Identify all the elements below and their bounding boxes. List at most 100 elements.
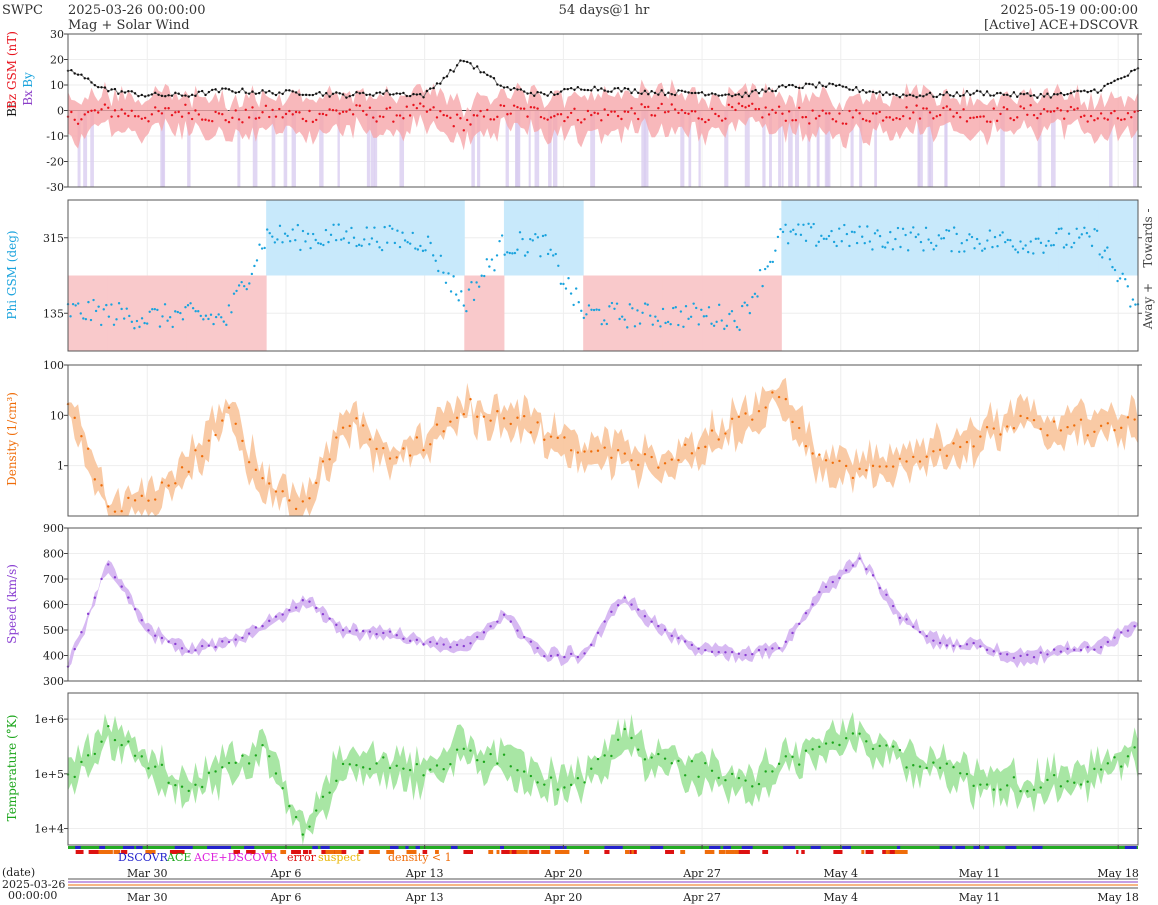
phi-point: [820, 234, 823, 238]
density-point: [214, 433, 217, 437]
phi-point: [751, 295, 754, 299]
phi-point: [220, 316, 223, 319]
speed-point: [737, 652, 741, 655]
speed-point: [670, 634, 673, 638]
quality-flag: [386, 850, 395, 854]
density-point: [851, 476, 855, 480]
phi-point: [843, 223, 846, 227]
speed-point: [1120, 631, 1123, 634]
bz-point: [730, 105, 734, 109]
bz-point: [492, 118, 496, 121]
phi-point: [794, 233, 798, 236]
density-point: [187, 470, 190, 474]
bt-point: [526, 92, 529, 95]
phi-point: [580, 309, 583, 313]
bz-point: [143, 116, 147, 120]
bt-point: [891, 92, 895, 96]
temperature-point: [549, 776, 553, 779]
speed-point: [945, 644, 949, 647]
temperature-point: [737, 776, 741, 780]
bz-point: [415, 106, 419, 110]
bt-point: [429, 87, 432, 90]
bz-point: [855, 109, 858, 112]
density-point: [328, 458, 331, 461]
temperature-point: [247, 762, 251, 765]
phi-point: [978, 242, 981, 245]
temperature-point: [590, 767, 593, 770]
phi-point: [720, 319, 723, 322]
density-point: [241, 439, 244, 443]
phi-point: [577, 301, 580, 304]
phi-point: [179, 311, 182, 315]
y-tick-label: 30: [50, 28, 64, 41]
bz-point: [546, 118, 549, 121]
bz-point: [737, 102, 741, 105]
bz-point: [553, 114, 556, 118]
bt-point: [741, 95, 744, 99]
phi-point: [176, 310, 180, 314]
phi-point: [265, 228, 269, 231]
bz-point: [315, 118, 318, 122]
phi-point: [661, 307, 665, 311]
bz-point: [881, 119, 885, 122]
quality-flag: [358, 850, 364, 854]
bx-spike: [237, 110, 241, 187]
bt-point: [848, 88, 851, 91]
phi-point: [237, 284, 241, 287]
bz-point: [73, 118, 76, 122]
bt-point: [885, 91, 888, 94]
phi-point: [855, 241, 859, 245]
phi-point: [917, 233, 920, 236]
phi-point: [437, 269, 440, 273]
bt-point: [710, 92, 714, 95]
phi-point: [564, 287, 568, 290]
bt-point: [559, 90, 563, 93]
density-point: [288, 499, 291, 502]
phi-point: [380, 248, 384, 252]
y-tick-label: 10: [50, 79, 64, 92]
source-dscovr-strip: [499, 846, 505, 849]
bz-point: [955, 111, 959, 115]
phi-point: [168, 316, 172, 319]
bt-point: [818, 81, 821, 84]
temperature-point: [885, 744, 888, 747]
speed-point: [905, 618, 908, 621]
bt-point: [704, 94, 707, 97]
phi-point: [306, 232, 310, 235]
bz-point: [204, 118, 207, 121]
phi-point: [883, 246, 887, 249]
speed-point: [1113, 636, 1116, 639]
temperature-point: [107, 724, 110, 728]
bt-point: [408, 94, 412, 98]
bz-point: [211, 119, 214, 123]
density-point: [375, 447, 378, 451]
speed-point: [757, 648, 761, 652]
speed-point: [751, 653, 754, 656]
bz-point: [784, 119, 788, 122]
bt-point: [1029, 94, 1032, 98]
towards-sector: [860, 200, 901, 276]
bt-point: [959, 94, 962, 98]
bz-point: [288, 109, 291, 113]
phi-point: [462, 304, 466, 307]
phi-point: [1131, 298, 1135, 301]
bt-point: [606, 90, 610, 93]
density-point: [811, 452, 814, 455]
phi-point: [1106, 246, 1109, 249]
time-span: 54 days@1 hr: [559, 3, 651, 18]
bt-point: [1042, 95, 1046, 98]
speed-point: [516, 629, 519, 632]
bz-point: [932, 117, 935, 120]
density-point: [569, 449, 573, 452]
bx-spike: [528, 110, 531, 187]
bz-point: [747, 104, 751, 108]
speed-point: [979, 645, 982, 648]
temperature-point: [697, 775, 700, 778]
phi-point: [590, 308, 593, 311]
phi-point: [235, 289, 238, 293]
temperature-point: [1019, 790, 1022, 793]
temperature-point: [516, 769, 519, 772]
bt-point: [637, 91, 640, 95]
y-tick-label: 400: [43, 650, 64, 663]
